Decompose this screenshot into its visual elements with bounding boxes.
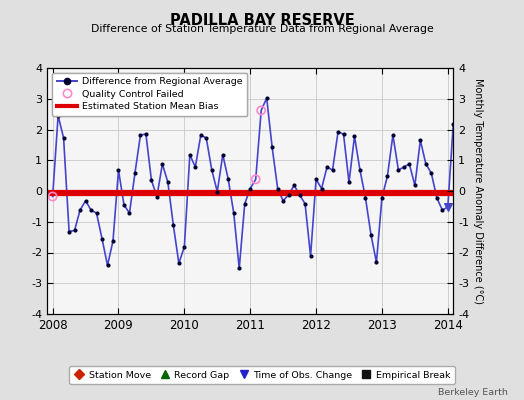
Text: PADILLA BAY RESERVE: PADILLA BAY RESERVE [170,13,354,28]
Point [59,135,68,141]
Point [98,236,106,242]
Point [257,107,265,114]
Point [268,144,276,150]
Point [87,207,95,213]
Point [378,194,386,201]
Point [185,152,194,158]
Point [285,192,293,198]
Point [367,232,375,238]
Point [449,121,457,127]
Point [427,170,435,176]
Point [405,161,413,167]
Legend: Difference from Regional Average, Quality Control Failed, Estimated Station Mean: Difference from Regional Average, Qualit… [52,73,247,116]
Point [152,193,161,200]
Point [323,164,331,170]
Point [219,152,227,158]
Point [520,265,524,272]
Point [158,161,167,167]
Point [301,201,309,207]
Point [498,259,507,266]
Point [224,176,233,182]
Point [465,123,474,129]
Point [54,112,62,119]
Point [81,198,90,204]
Legend: Station Move, Record Gap, Time of Obs. Change, Empirical Break: Station Move, Record Gap, Time of Obs. C… [69,366,455,384]
Point [125,210,134,216]
Point [504,198,512,204]
Point [141,131,150,137]
Point [76,207,84,213]
Point [48,193,57,200]
Point [460,121,468,127]
Point [208,167,216,173]
Point [444,204,452,210]
Text: Difference of Station Temperature Data from Regional Average: Difference of Station Temperature Data f… [91,24,433,34]
Point [290,182,298,189]
Point [202,135,211,141]
Point [471,116,479,123]
Point [274,185,282,192]
Point [213,188,222,195]
Point [411,182,419,189]
Point [329,167,337,173]
Point [438,207,446,213]
Point [120,202,128,208]
Point [241,201,249,207]
Point [400,164,408,170]
Point [191,164,200,170]
Point [252,176,260,182]
Point [334,129,342,135]
Point [169,222,178,229]
Point [340,131,348,137]
Point [455,179,463,186]
Point [433,194,441,201]
Point [296,192,304,198]
Point [422,161,430,167]
Point [136,132,145,138]
Point [493,253,501,259]
Point [487,145,496,152]
Point [196,132,205,138]
Point [318,185,326,192]
Point [312,176,320,182]
Point [114,167,123,173]
Y-axis label: Monthly Temperature Anomaly Difference (°C): Monthly Temperature Anomaly Difference (… [473,78,484,304]
Point [180,244,189,250]
Point [416,137,424,144]
Point [103,262,112,269]
Point [383,173,391,180]
Point [147,177,156,184]
Point [163,179,172,186]
Point [361,194,369,201]
Point [246,185,255,192]
Point [345,179,353,186]
Point [476,158,485,164]
Point [263,95,271,101]
Point [70,227,79,234]
Point [515,201,523,207]
Point [235,265,244,272]
Point [131,170,139,176]
Point [351,133,359,140]
Point [92,210,101,216]
Point [356,167,364,173]
Point [230,210,238,216]
Point [482,136,490,142]
Point [394,167,402,173]
Point [307,253,315,259]
Point [109,238,117,244]
Text: Berkeley Earth: Berkeley Earth [439,388,508,397]
Point [509,148,518,155]
Point [174,260,183,266]
Point [65,228,73,235]
Point [279,198,287,204]
Point [389,132,397,138]
Point [372,259,380,266]
